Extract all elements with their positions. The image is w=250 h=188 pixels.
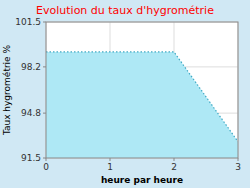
title: Evolution du taux d'hygrométrie (36, 4, 214, 17)
grid (46, 22, 238, 158)
tick-label: 3 (235, 162, 241, 172)
tick-label: 1 (107, 162, 113, 172)
area (46, 52, 238, 158)
y-axis-label: Taux hygrométrie % (2, 44, 12, 136)
data-layer (46, 52, 238, 158)
tick-label: 91.5 (21, 153, 41, 163)
plot-background (46, 22, 238, 158)
background (0, 0, 250, 188)
tick-label: 98.2 (21, 62, 41, 72)
x-axis-label: heure par heure (101, 175, 183, 185)
chart: 91.5 94.8 98.2 101.5 0 1 2 3 Evolution du taux d… (0, 0, 250, 188)
tick-label: 2 (171, 162, 177, 172)
line (46, 52, 238, 142)
tick-label: 94.8 (21, 108, 41, 118)
tick-label: 101.5 (15, 17, 41, 27)
frame (46, 22, 238, 158)
tick-label: 0 (43, 162, 49, 172)
